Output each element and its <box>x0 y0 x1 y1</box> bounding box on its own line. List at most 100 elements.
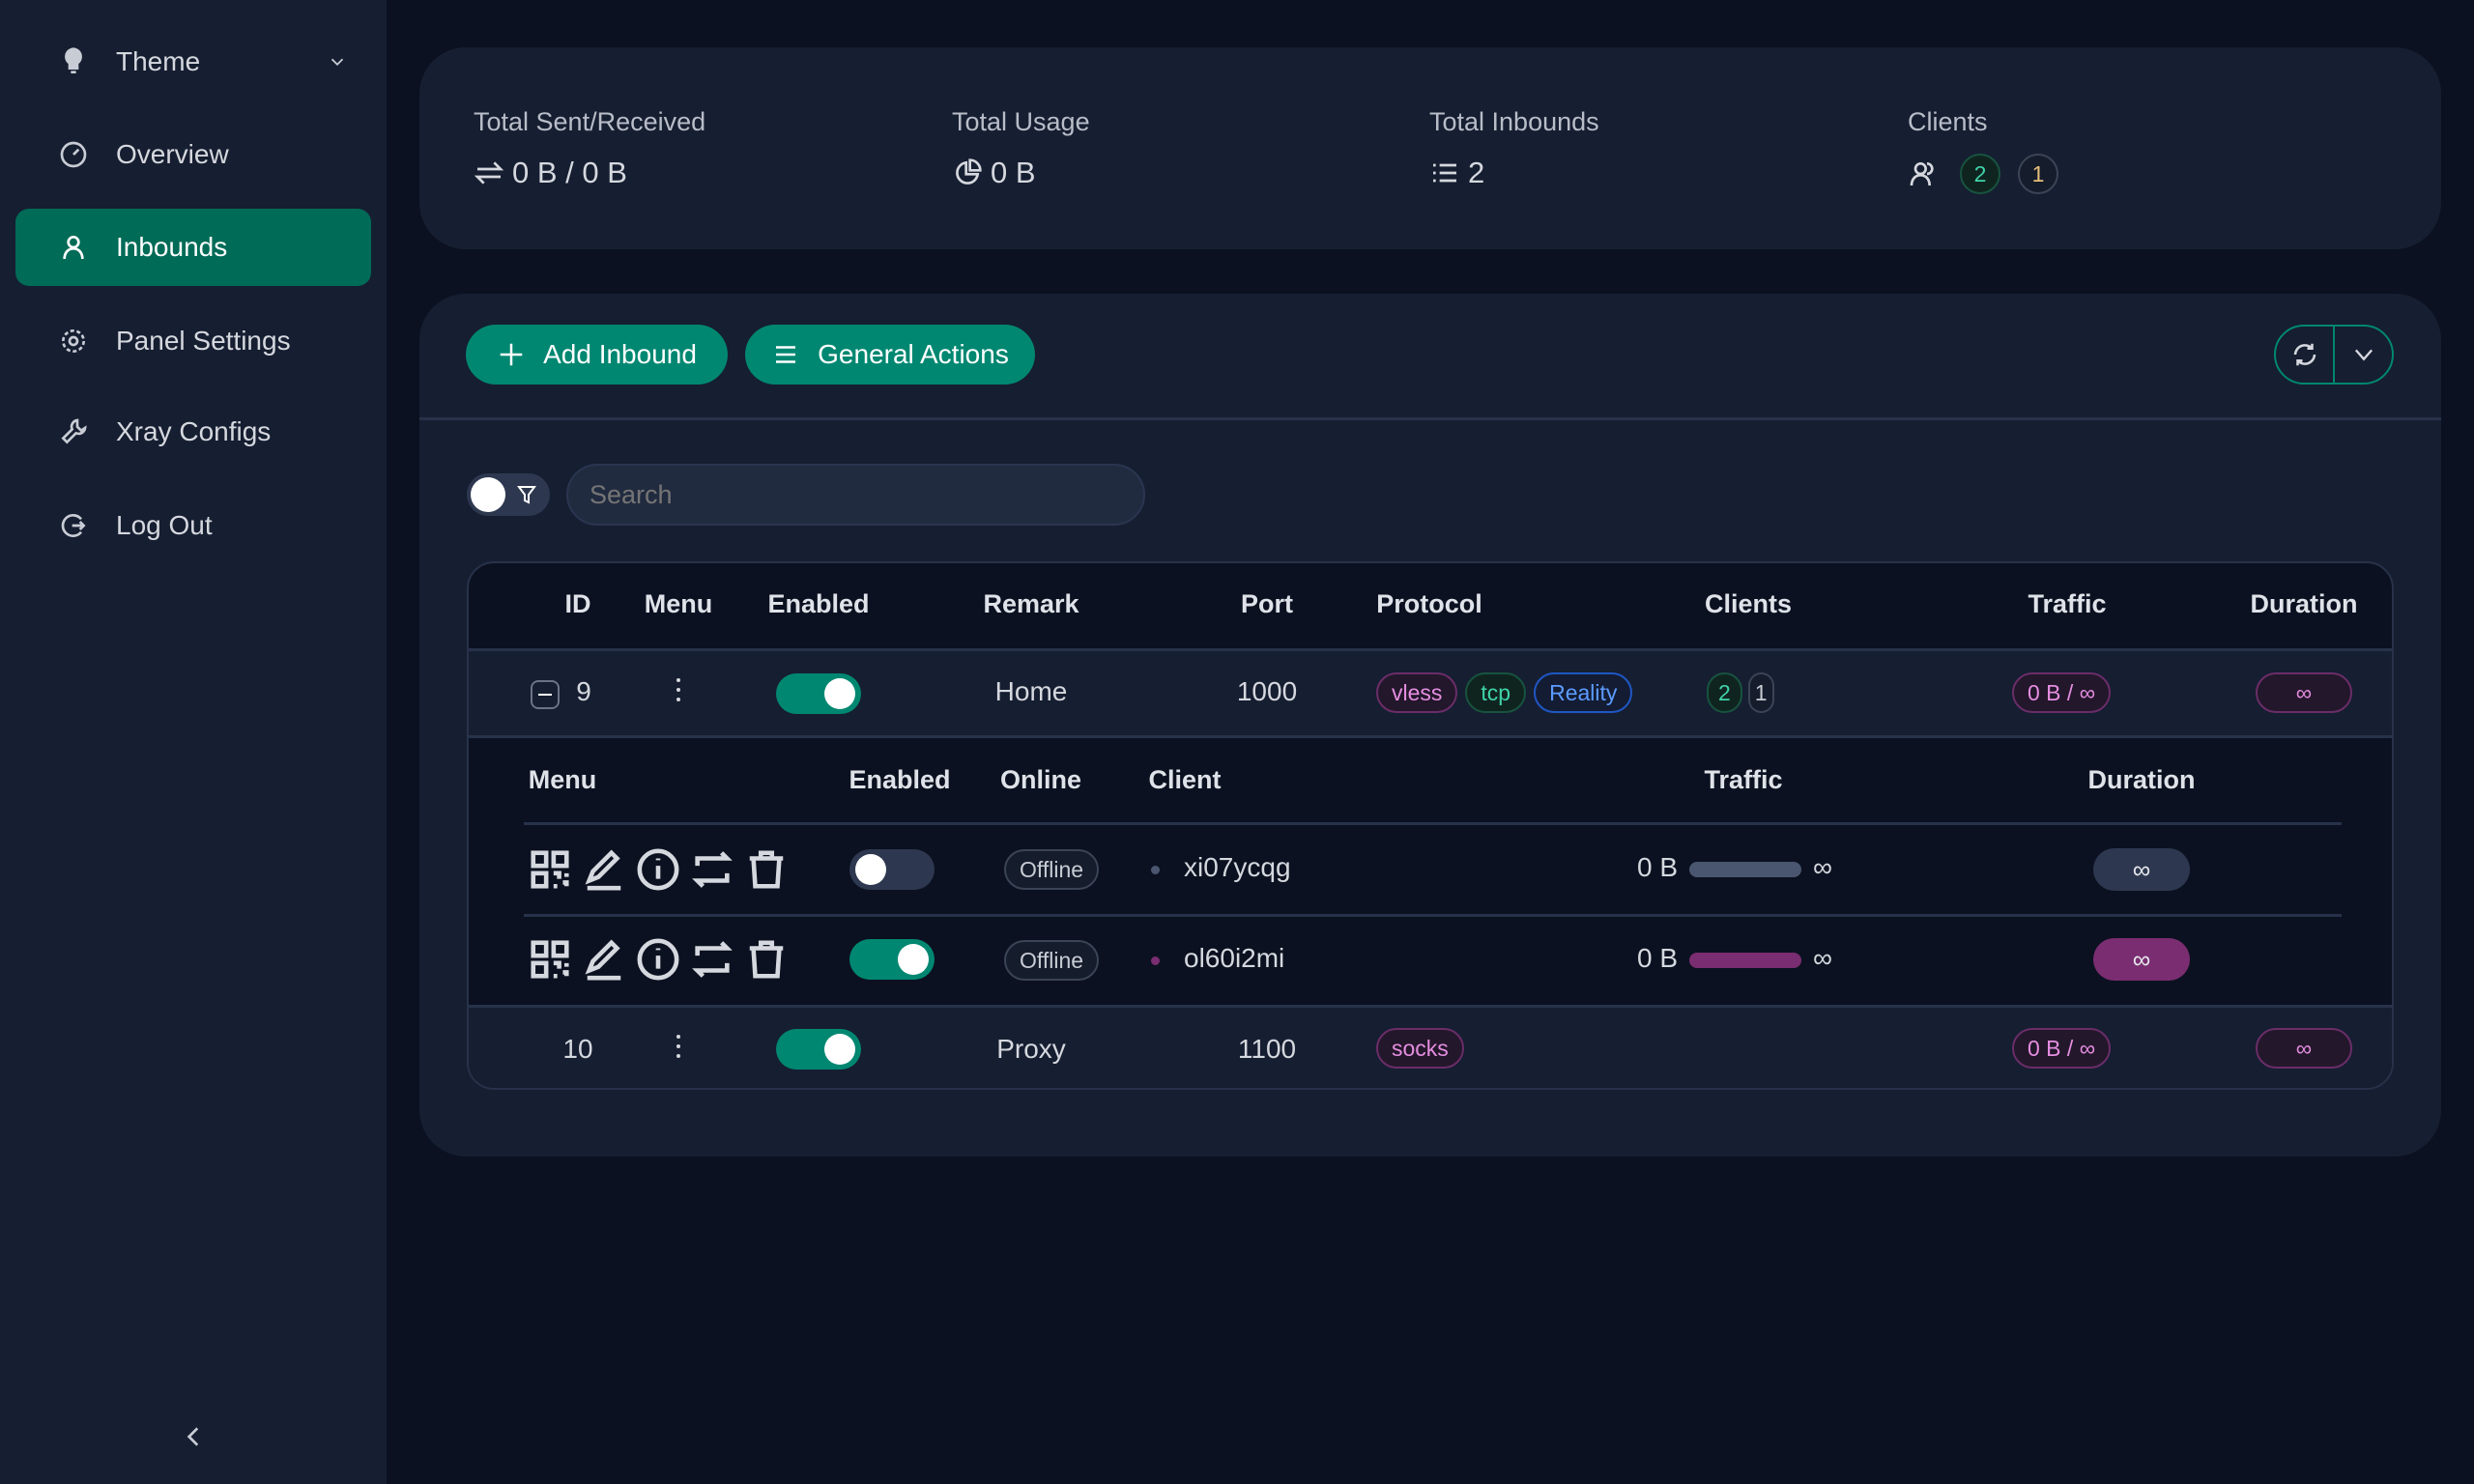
stat-value: 2 <box>1468 156 1485 189</box>
header-port: Port <box>1241 589 1293 618</box>
traffic-used: 0 B <box>1637 943 1679 973</box>
protocol-tags: vless tcp Reality <box>1376 672 1633 713</box>
header-id: ID <box>564 589 591 618</box>
client-email: ol60i2mi <box>1184 943 1285 973</box>
subheader-enabled: Enabled <box>849 765 951 794</box>
protocol-tag: vless <box>1376 672 1458 713</box>
header-protocol: Protocol <box>1376 589 1482 618</box>
team-icon <box>1910 162 1934 186</box>
client-email: xi07ycqg <box>1184 852 1291 882</box>
client-actions <box>528 847 789 892</box>
sidebar-item-label: Inbounds <box>116 232 228 262</box>
info-icon[interactable] <box>636 847 680 892</box>
row-remark: Proxy <box>996 1034 1066 1064</box>
traffic-limit: ∞ <box>1813 852 1832 882</box>
client-enabled-toggle[interactable] <box>849 939 935 980</box>
refresh-group <box>2274 325 2394 385</box>
user-icon <box>63 236 84 260</box>
reset-traffic-icon[interactable] <box>690 937 734 982</box>
sidebar-item-inbounds[interactable]: Inbounds <box>15 209 371 286</box>
sidebar-item-label: Theme <box>116 46 201 76</box>
filter-icon <box>517 486 536 504</box>
row-id: 10 <box>562 1034 593 1064</box>
subheader-client: Client <box>1148 765 1222 794</box>
sidebar-item-panel-settings[interactable]: Panel Settings <box>15 302 371 380</box>
client-status-dot <box>1151 956 1160 965</box>
traffic-used: 0 B <box>1637 852 1679 882</box>
row-port: 1000 <box>1236 676 1298 706</box>
clients-active-badge[interactable]: 2 <box>1707 672 1742 713</box>
stat-value-inbounds: 2 <box>1429 156 1484 190</box>
refresh-icon <box>2293 343 2316 366</box>
collapse-row-button[interactable] <box>531 680 560 709</box>
row-remark: Home <box>994 676 1068 706</box>
stat-value-usage: 0 B <box>952 156 1036 190</box>
row-menu-icon[interactable] <box>676 1035 680 1058</box>
active-clients-badge: 2 <box>1960 154 2000 194</box>
bulb-icon <box>65 47 82 73</box>
refresh-dropdown-button[interactable] <box>2335 327 2392 383</box>
row-duration-tag: ∞ <box>2256 1028 2352 1069</box>
search-input[interactable] <box>566 464 1145 526</box>
plus-icon <box>500 343 523 366</box>
protocol-tag: socks <box>1376 1028 1464 1069</box>
stat-value-clients: 2 1 <box>1908 154 2058 194</box>
traffic-limit: ∞ <box>1813 943 1832 973</box>
filter-toggle[interactable] <box>467 473 550 516</box>
header-enabled: Enabled <box>767 589 870 618</box>
reset-traffic-icon[interactable] <box>690 847 734 892</box>
add-inbound-label: Add Inbound <box>543 339 697 369</box>
inbounds-table <box>467 561 2394 1090</box>
dashboard-icon <box>60 141 87 168</box>
tool-icon <box>61 418 87 444</box>
subheader-menu: Menu <box>528 765 597 794</box>
other-clients-badge: 1 <box>2018 154 2058 194</box>
clients-badges: 2 1 <box>1707 672 1774 713</box>
collapse-sidebar-icon[interactable] <box>182 1424 207 1449</box>
logout-icon <box>61 514 86 537</box>
pie-chart-icon <box>956 158 982 185</box>
edit-icon[interactable] <box>582 937 626 982</box>
general-actions-label: General Actions <box>818 339 1009 369</box>
header-remark: Remark <box>983 589 1079 618</box>
client-actions <box>528 937 789 982</box>
transport-tag: tcp <box>1465 672 1527 713</box>
sidebar-item-label: Log Out <box>116 510 213 540</box>
info-icon[interactable] <box>636 937 680 982</box>
sidebar-item-label: Panel Settings <box>116 326 291 356</box>
sidebar-item-xray-configs[interactable]: Xray Configs <box>15 393 371 471</box>
clients-other-badge[interactable]: 1 <box>1747 672 1774 713</box>
qrcode-icon[interactable] <box>528 847 572 892</box>
stat-label: Clients <box>1908 107 1988 136</box>
client-enabled-toggle[interactable] <box>849 849 935 890</box>
stat-label: Total Sent/Received <box>474 107 706 136</box>
row-enabled-toggle[interactable] <box>776 1029 861 1070</box>
sidebar-item-overview[interactable]: Overview <box>15 116 371 193</box>
delete-icon[interactable] <box>744 937 789 982</box>
header-clients: Clients <box>1704 589 1793 618</box>
sidebar-item-logout[interactable]: Log Out <box>15 487 371 564</box>
refresh-button[interactable] <box>2276 327 2335 383</box>
stats-card: Total Sent/Received 0 B / 0 B Total Usag… <box>419 47 2441 249</box>
stat-value: 0 B / 0 B <box>512 156 627 189</box>
client-duration: ∞ <box>2093 938 2190 981</box>
client-online-status: Offline <box>1004 940 1100 981</box>
row-traffic-tag: 0 B / ∞ <box>2012 1028 2112 1069</box>
delete-icon[interactable] <box>744 847 789 892</box>
traffic-progress-bar <box>1689 952 1802 968</box>
edit-icon[interactable] <box>582 847 626 892</box>
gear-icon <box>62 329 85 353</box>
minus-icon <box>538 694 552 696</box>
qrcode-icon[interactable] <box>528 937 572 982</box>
add-inbound-button[interactable]: Add Inbound <box>466 325 728 385</box>
menu-icon <box>776 346 796 363</box>
sidebar: Theme Overview Inbounds Panel Settings X… <box>0 0 387 1484</box>
row-menu-icon[interactable] <box>676 678 680 701</box>
client-traffic: 0 B ∞ <box>1637 852 1832 883</box>
row-enabled-toggle[interactable] <box>776 673 861 714</box>
general-actions-button[interactable]: General Actions <box>745 325 1035 385</box>
sidebar-item-theme[interactable]: Theme <box>15 23 371 100</box>
swap-icon <box>474 161 504 185</box>
header-traffic: Traffic <box>2028 589 2107 618</box>
subheader-online: Online <box>999 765 1082 794</box>
